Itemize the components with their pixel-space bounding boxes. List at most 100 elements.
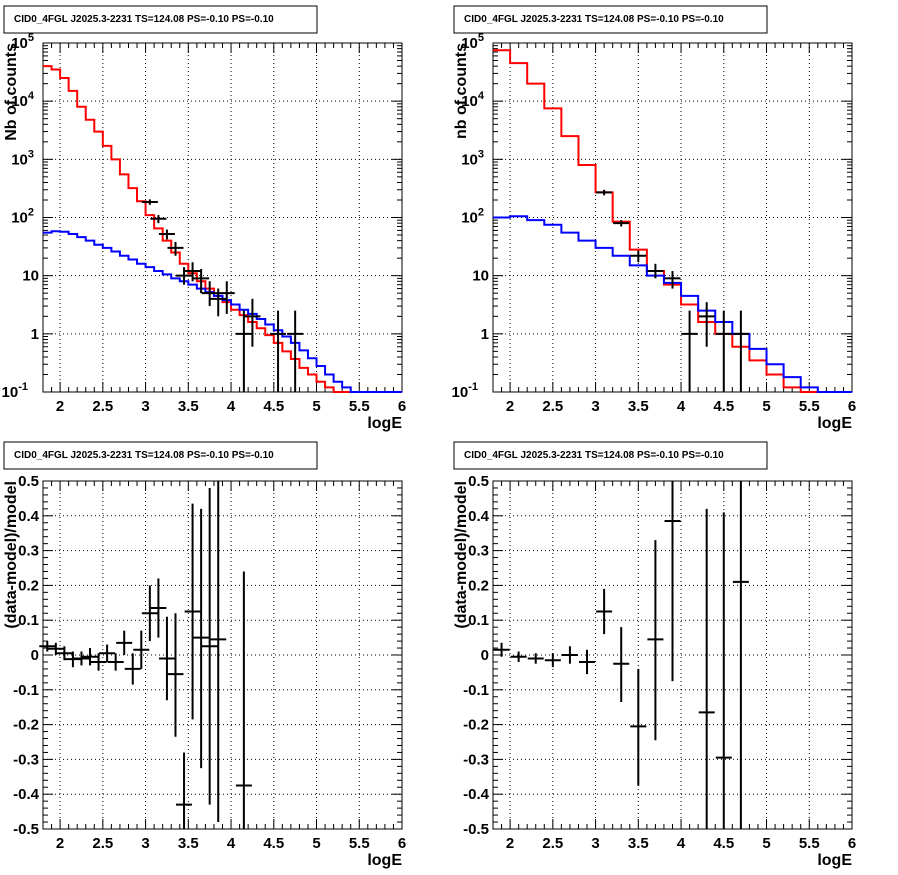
data-points <box>141 199 304 392</box>
data-point <box>210 481 227 823</box>
x-tick-label: 3.5 <box>178 398 199 415</box>
data-point <box>647 540 664 741</box>
x-tick-label: 3.5 <box>628 835 649 852</box>
y-tick-label: 105 <box>461 32 484 52</box>
ticks <box>42 480 403 830</box>
x-axis-title: logE <box>817 852 852 869</box>
y-tick-label: 0.2 <box>18 577 39 594</box>
title-box <box>3 5 318 34</box>
x-tick-label: 4 <box>677 835 686 852</box>
x-tick-label: 2.5 <box>92 398 113 415</box>
data-point <box>184 503 201 720</box>
y-tick-label: 1 <box>31 326 39 343</box>
x-tick-label: 3 <box>141 835 149 852</box>
ticks <box>42 43 403 393</box>
data-point <box>176 752 193 829</box>
y-tick-label: -0.5 <box>13 821 39 838</box>
data-point <box>698 302 715 347</box>
chart-title: CID0_4FGL J2025.3-2231 TS=124.08 PS=-0.1… <box>14 450 274 461</box>
data-point <box>270 310 287 392</box>
data-point <box>167 613 184 737</box>
x-tick-label: 2 <box>506 835 514 852</box>
data-point <box>732 481 749 829</box>
x-tick-label: 2.5 <box>92 835 113 852</box>
data-point <box>681 310 698 392</box>
title-box <box>453 5 768 34</box>
y-tick-label: 10-1 <box>2 381 28 401</box>
data-points <box>39 481 252 829</box>
data-point <box>116 630 133 655</box>
y-tick-label: 0.5 <box>18 473 39 490</box>
plot-frame <box>42 42 403 393</box>
data-point <box>630 668 647 786</box>
y-tick-label: 105 <box>11 32 34 52</box>
y-tick-label: 0.4 <box>468 508 490 525</box>
y-tick-label: 104 <box>11 90 35 110</box>
x-tick-label: 3.5 <box>178 835 199 852</box>
data-point <box>613 220 630 227</box>
x-tick-label: 5 <box>762 835 770 852</box>
data-point <box>244 298 261 347</box>
x-tick-label: 6 <box>398 398 406 415</box>
x-tick-label: 4.5 <box>263 398 284 415</box>
x-tick-label: 4 <box>677 398 686 415</box>
data-point <box>193 269 210 294</box>
x-tick-label: 5.5 <box>349 835 370 852</box>
y-axis-title: nb of counts <box>453 43 470 139</box>
data-point <box>158 616 175 701</box>
data-point <box>715 310 732 392</box>
data-point <box>235 310 252 392</box>
data-point <box>184 262 201 282</box>
data-point <box>218 281 235 314</box>
data-point <box>596 189 613 196</box>
data-point <box>596 588 613 635</box>
ticks <box>492 480 853 830</box>
x-tick-label: 6 <box>848 398 856 415</box>
histogram-series-2 <box>493 215 852 393</box>
x-tick-label: 5 <box>312 398 320 415</box>
y-tick-label: 102 <box>461 207 484 227</box>
x-tick-label: 5 <box>762 398 770 415</box>
data-point <box>193 508 210 769</box>
x-tick-label: 2.5 <box>542 398 563 415</box>
y-tick-label: 10 <box>472 268 489 285</box>
x-tick-label: 3.5 <box>628 398 649 415</box>
x-tick-label: 4 <box>227 835 236 852</box>
data-point <box>544 653 561 668</box>
data-point <box>158 229 175 240</box>
x-tick-label: 2.5 <box>542 835 563 852</box>
data-point <box>107 653 124 671</box>
y-tick-label: -0.3 <box>463 751 489 768</box>
x-tick-label: 2 <box>56 835 64 852</box>
x-tick-label: 6 <box>398 835 406 852</box>
y-tick-label: 103 <box>461 148 484 168</box>
y-tick-label: 0.1 <box>468 612 489 629</box>
y-tick-label: 0 <box>481 647 489 664</box>
chart-title: CID0_4FGL J2025.3-2231 TS=124.08 PS=-0.1… <box>464 450 724 461</box>
data-point <box>510 651 527 662</box>
x-tick-label: 2 <box>56 398 64 415</box>
data-point <box>201 281 218 307</box>
chart-title: CID0_4FGL J2025.3-2231 TS=124.08 PS=-0.1… <box>464 14 724 25</box>
x-tick-label: 2 <box>506 398 514 415</box>
data-point <box>613 627 630 702</box>
data-point <box>664 481 681 682</box>
title-box <box>453 441 768 470</box>
data-point <box>150 578 167 638</box>
x-tick-label: 6 <box>848 835 856 852</box>
data-point <box>141 199 158 205</box>
y-tick-label: -0.3 <box>13 751 39 768</box>
data-point <box>141 585 158 642</box>
y-tick-label: 0.3 <box>468 543 489 560</box>
y-tick-label: 1 <box>481 326 489 343</box>
plot-frame <box>42 480 403 830</box>
y-tick-label: -0.5 <box>463 821 489 838</box>
data-point <box>201 487 218 805</box>
data-point <box>698 508 715 829</box>
data-point <box>235 571 252 829</box>
y-tick-label: 10 <box>22 268 39 285</box>
y-tick-label: 0.4 <box>18 508 40 525</box>
y-tick-label: -0.2 <box>13 717 39 734</box>
data-points <box>596 189 749 392</box>
data-point <box>124 653 141 685</box>
